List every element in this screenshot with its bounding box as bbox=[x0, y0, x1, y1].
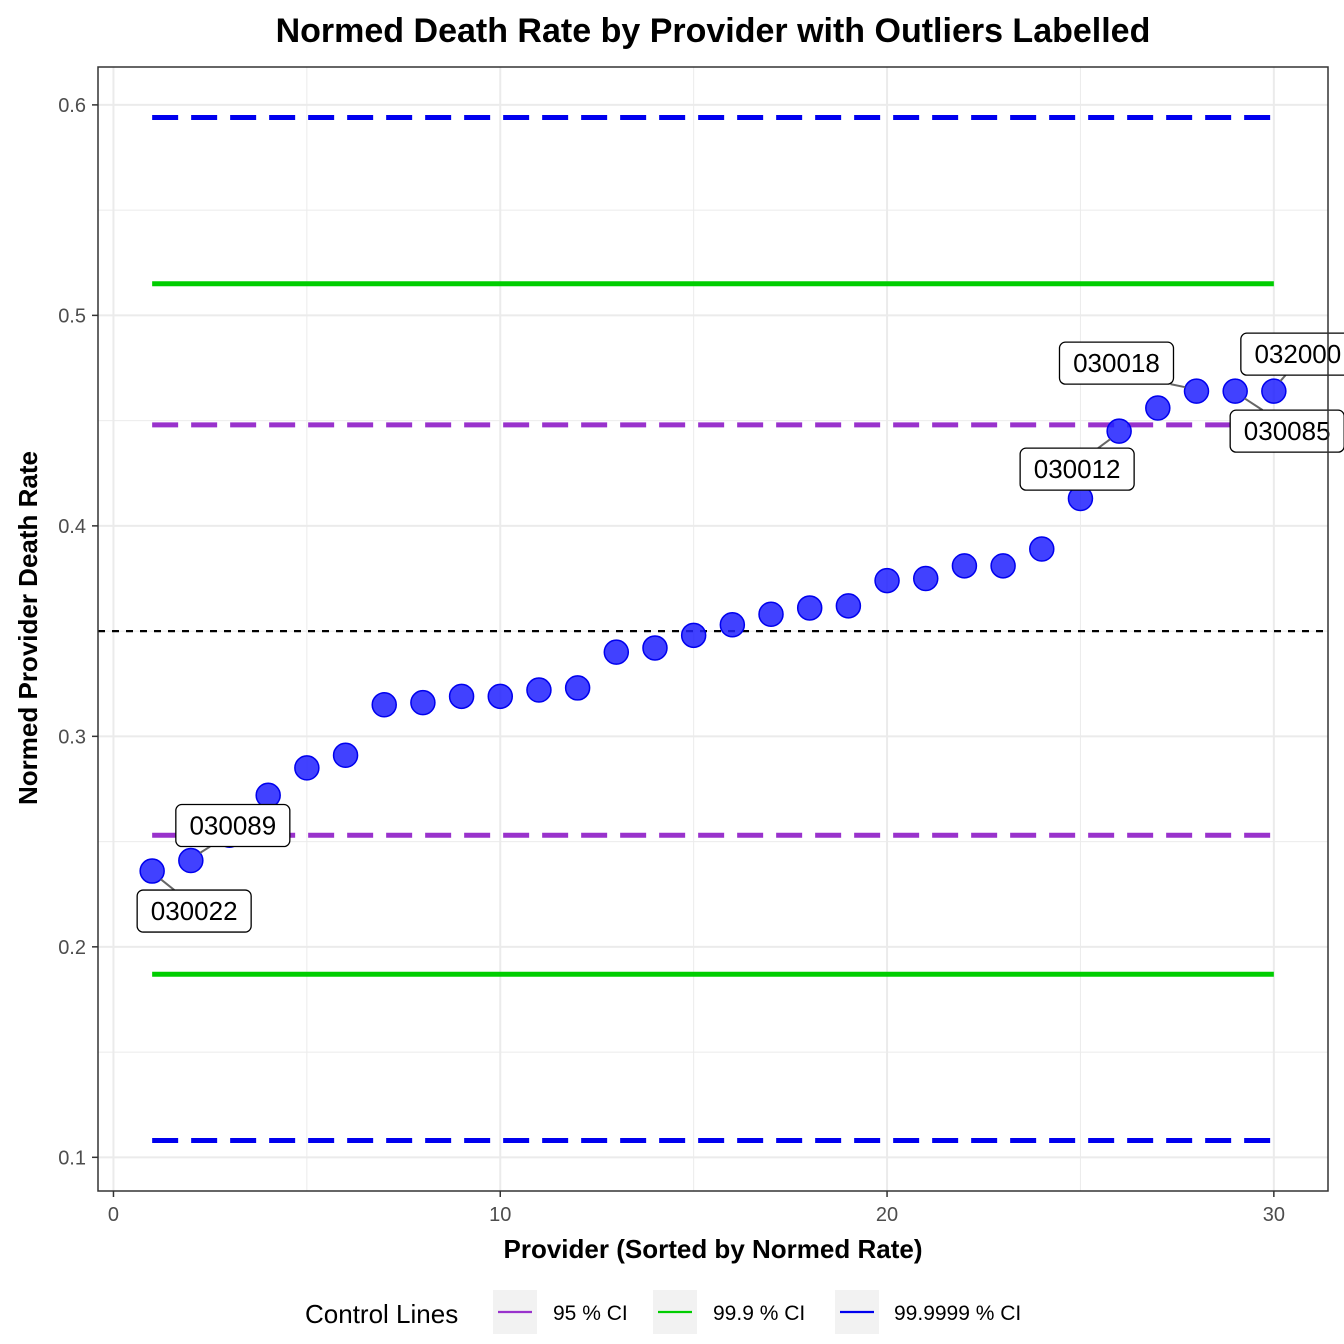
label-connector bbox=[1097, 438, 1111, 449]
outlier-label-box bbox=[136, 889, 252, 933]
data-point bbox=[796, 595, 823, 621]
data-point bbox=[912, 565, 939, 592]
data-point bbox=[1145, 395, 1171, 421]
y-tick-label: 0.2 bbox=[58, 937, 86, 959]
legend-item-label: 95 % CI bbox=[553, 1302, 628, 1325]
data-point bbox=[526, 677, 552, 703]
data-point bbox=[642, 635, 668, 661]
data-point bbox=[448, 683, 475, 710]
data-point bbox=[680, 622, 707, 649]
y-tick-label: 0.5 bbox=[58, 305, 86, 327]
data-point bbox=[990, 553, 1016, 579]
data-point bbox=[564, 675, 591, 701]
x-tick-label: 20 bbox=[876, 1204, 898, 1226]
data-point bbox=[178, 847, 204, 874]
data-point bbox=[294, 755, 320, 781]
data-point bbox=[758, 601, 784, 628]
outlier-label-box bbox=[1240, 332, 1344, 376]
outlier-label-box bbox=[1229, 409, 1344, 453]
data-point bbox=[255, 782, 281, 809]
outlier-label-box bbox=[175, 803, 291, 848]
y-axis-title: Normed Provider Death Rate bbox=[13, 451, 43, 805]
data-point bbox=[410, 689, 436, 716]
outlier-label-text: 030012 bbox=[1034, 454, 1121, 484]
data-point bbox=[874, 567, 900, 594]
data-point bbox=[1029, 536, 1055, 562]
data-point bbox=[719, 612, 746, 638]
label-connector bbox=[1244, 397, 1264, 411]
plot-area: 0 10 20 30 0.1 0.2 0.3 0.4 0.5 0.6 030022 030089 030… bbox=[58, 66, 1344, 1226]
data-point bbox=[332, 742, 359, 769]
y-tick-label: 0.6 bbox=[58, 95, 86, 117]
outlier-label-text: 032000 bbox=[1254, 339, 1341, 369]
chart-title: Normed Death Rate by Provider with Outli… bbox=[276, 12, 1151, 50]
data-point bbox=[835, 593, 862, 619]
x-tick-label: 30 bbox=[1263, 1204, 1285, 1226]
outlier-label-text: 030018 bbox=[1073, 348, 1160, 378]
legend: Control Lines 95 % CI 99.9 % CI 99.9999 % … bbox=[305, 1290, 1021, 1334]
data-point bbox=[1106, 418, 1132, 444]
y-tick-label: 0.4 bbox=[58, 516, 86, 538]
outlier-label-box bbox=[1019, 447, 1135, 491]
data-point bbox=[487, 683, 514, 710]
x-axis-title: Provider (Sorted by Normed Rate) bbox=[504, 1234, 923, 1264]
label-connector bbox=[160, 878, 175, 891]
data-point bbox=[603, 639, 630, 665]
outlier-label-text: 030022 bbox=[151, 896, 238, 926]
plot-background bbox=[98, 67, 1328, 1191]
legend-item-label: 99.9 % CI bbox=[713, 1302, 805, 1325]
data-point bbox=[1261, 378, 1287, 404]
data-point bbox=[371, 692, 397, 718]
data-point bbox=[139, 858, 165, 884]
data-point bbox=[951, 553, 978, 579]
plot-border bbox=[97, 66, 1329, 1192]
label-connector bbox=[1279, 374, 1287, 382]
label-connector bbox=[199, 845, 211, 854]
x-tick-label: 10 bbox=[489, 1204, 511, 1226]
data-point bbox=[1222, 378, 1248, 404]
x-tick-label: 0 bbox=[108, 1204, 119, 1226]
outlier-label-text: 030085 bbox=[1244, 416, 1331, 446]
data-point bbox=[1183, 378, 1210, 404]
label-connector bbox=[1170, 383, 1186, 389]
legend-title: Control Lines bbox=[305, 1299, 458, 1329]
outlier-label-text: 030089 bbox=[189, 811, 276, 841]
y-tick-label: 0.1 bbox=[58, 1147, 86, 1169]
y-tick-label: 0.3 bbox=[58, 726, 86, 748]
outlier-label-box bbox=[1058, 341, 1175, 385]
legend-item-label: 99.9999 % CI bbox=[894, 1302, 1021, 1325]
